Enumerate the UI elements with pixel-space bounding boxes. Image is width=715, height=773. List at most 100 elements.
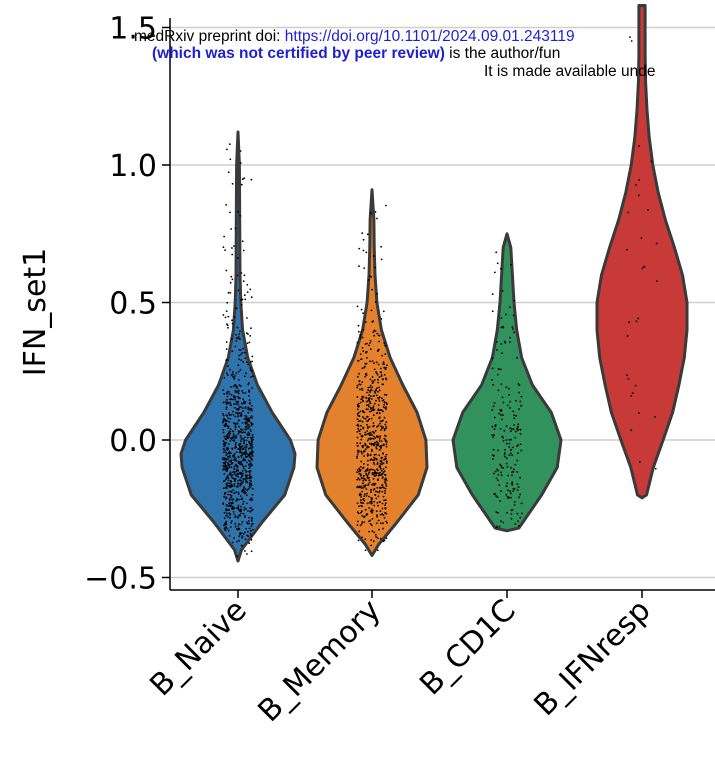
data-point xyxy=(380,459,383,462)
data-point xyxy=(245,527,248,530)
data-point xyxy=(223,425,226,428)
data-point xyxy=(241,240,244,243)
data-point xyxy=(385,204,387,207)
data-point xyxy=(519,476,521,479)
data-points xyxy=(222,36,658,557)
data-point xyxy=(228,505,230,508)
data-point xyxy=(383,437,386,440)
data-point xyxy=(501,396,504,399)
data-point xyxy=(378,334,381,337)
data-point xyxy=(377,495,380,498)
data-point xyxy=(385,421,388,423)
data-point xyxy=(244,407,247,410)
data-point xyxy=(506,465,509,468)
data-point xyxy=(238,431,241,434)
data-point xyxy=(237,408,240,411)
data-point xyxy=(361,395,363,398)
data-point xyxy=(242,500,245,503)
data-point xyxy=(225,403,228,405)
data-point xyxy=(378,396,381,399)
data-point xyxy=(364,362,367,365)
data-point xyxy=(230,374,233,376)
data-point xyxy=(366,476,369,479)
data-point xyxy=(512,490,515,492)
data-point xyxy=(231,247,233,249)
data-point xyxy=(506,511,508,514)
data-point xyxy=(249,466,251,468)
data-point xyxy=(247,383,250,386)
data-point xyxy=(380,371,383,374)
data-point xyxy=(224,438,227,440)
data-point xyxy=(368,418,371,420)
data-point xyxy=(226,372,228,375)
data-point xyxy=(505,442,508,445)
data-point xyxy=(227,516,230,518)
data-point xyxy=(356,396,359,398)
data-point xyxy=(376,501,379,504)
data-point xyxy=(372,422,375,424)
data-point xyxy=(224,491,227,494)
data-point xyxy=(635,320,638,323)
data-point xyxy=(223,393,226,395)
data-point xyxy=(245,418,248,421)
data-point xyxy=(234,415,237,418)
data-point xyxy=(385,485,388,487)
data-point xyxy=(361,347,364,349)
data-point xyxy=(506,482,509,485)
data-point xyxy=(502,326,505,329)
data-point xyxy=(502,521,505,524)
data-point xyxy=(356,449,359,452)
data-point xyxy=(372,414,375,417)
data-point xyxy=(249,335,252,337)
data-point xyxy=(496,468,498,471)
data-point xyxy=(228,393,231,395)
data-point xyxy=(252,375,254,378)
points-b-naive xyxy=(222,143,254,557)
data-point xyxy=(239,448,241,451)
data-point xyxy=(364,484,367,487)
data-point xyxy=(238,333,241,336)
data-point xyxy=(375,361,378,364)
data-point xyxy=(376,463,379,465)
data-point xyxy=(227,171,230,174)
data-point xyxy=(229,368,231,371)
data-point xyxy=(247,406,250,409)
data-point xyxy=(369,395,372,398)
data-point xyxy=(228,485,231,487)
data-point xyxy=(357,411,360,414)
data-point xyxy=(373,362,375,365)
data-point xyxy=(359,401,362,404)
data-point xyxy=(231,319,233,322)
data-point xyxy=(237,392,240,395)
data-point xyxy=(250,296,253,299)
data-point xyxy=(227,315,230,318)
data-point xyxy=(643,265,646,268)
data-point xyxy=(503,429,506,432)
data-point xyxy=(356,471,358,473)
data-point xyxy=(232,398,234,401)
data-point xyxy=(229,490,232,493)
data-point xyxy=(238,528,241,531)
data-point xyxy=(385,537,388,540)
data-point xyxy=(377,425,380,427)
data-point xyxy=(245,479,248,482)
data-point xyxy=(360,398,362,401)
data-point xyxy=(225,204,228,206)
data-point xyxy=(227,432,230,435)
data-point xyxy=(502,467,505,469)
doi-link[interactable]: https://doi.org/10.1101/2024.09.01.24311… xyxy=(284,28,575,45)
data-point xyxy=(228,466,231,468)
data-point xyxy=(231,430,234,433)
violins xyxy=(179,4,689,563)
data-point xyxy=(626,335,629,337)
data-point xyxy=(385,394,388,396)
data-point xyxy=(249,401,252,404)
data-point xyxy=(491,367,494,370)
data-point xyxy=(235,451,238,453)
data-point xyxy=(372,540,375,543)
data-point xyxy=(518,496,520,499)
data-point xyxy=(492,383,495,386)
data-point xyxy=(248,473,251,476)
data-point xyxy=(226,301,229,304)
data-point xyxy=(233,455,236,458)
